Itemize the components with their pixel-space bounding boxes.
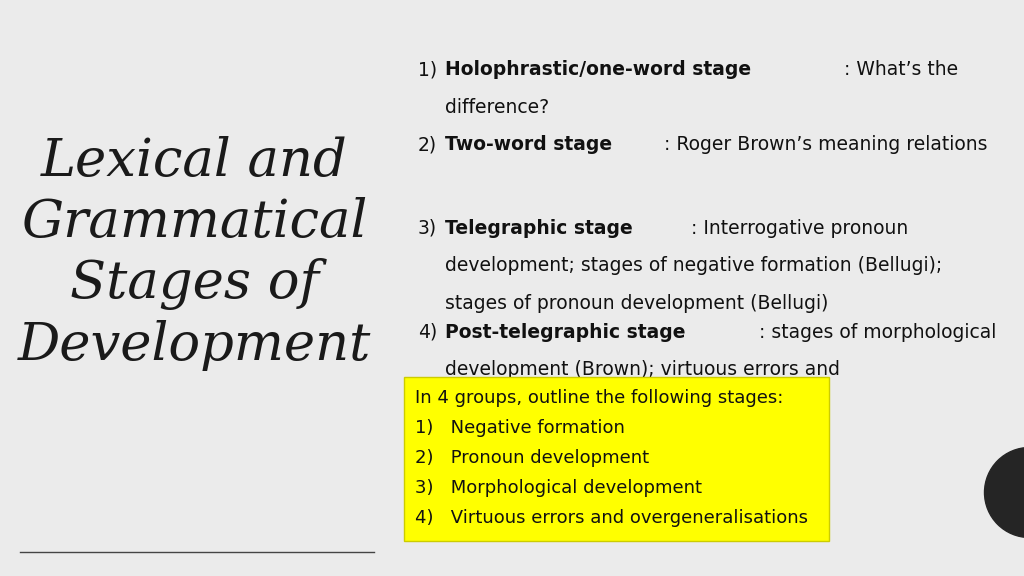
Text: Two-word stage: Two-word stage — [445, 135, 612, 154]
Text: : Interrogative pronoun: : Interrogative pronoun — [691, 219, 908, 238]
Text: : stages of morphological: : stages of morphological — [759, 323, 996, 342]
FancyBboxPatch shape — [404, 377, 829, 541]
Text: difference?: difference? — [445, 98, 550, 117]
Text: Post-telegraphic stage: Post-telegraphic stage — [445, 323, 686, 342]
Text: 4): 4) — [418, 323, 437, 342]
Text: : What’s the: : What’s the — [844, 60, 957, 79]
Text: stages of pronoun development (Bellugi): stages of pronoun development (Bellugi) — [445, 294, 828, 313]
Text: 2): 2) — [418, 135, 437, 154]
Text: Holophrastic/one-word stage: Holophrastic/one-word stage — [445, 60, 752, 79]
Text: 2)   Pronoun development: 2) Pronoun development — [415, 449, 649, 467]
Text: Telegraphic stage: Telegraphic stage — [445, 219, 633, 238]
Text: In 4 groups, outline the following stages:: In 4 groups, outline the following stage… — [415, 389, 783, 407]
Text: Lexical and
Grammatical
Stages of
Development: Lexical and Grammatical Stages of Develo… — [17, 136, 372, 371]
Text: overgeneralisations: overgeneralisations — [445, 397, 631, 416]
Point — [1021, 488, 1024, 497]
Text: 1)   Negative formation: 1) Negative formation — [415, 419, 625, 437]
Text: development (Brown); virtuous errors and: development (Brown); virtuous errors and — [445, 360, 841, 379]
Text: development; stages of negative formation (Bellugi);: development; stages of negative formatio… — [445, 256, 943, 275]
Text: : Roger Brown’s meaning relations: : Roger Brown’s meaning relations — [665, 135, 988, 154]
Text: 1): 1) — [418, 60, 437, 79]
Text: 3): 3) — [418, 219, 437, 238]
Text: 4)   Virtuous errors and overgeneralisations: 4) Virtuous errors and overgeneralisatio… — [415, 509, 808, 526]
Text: 3)   Morphological development: 3) Morphological development — [415, 479, 701, 497]
